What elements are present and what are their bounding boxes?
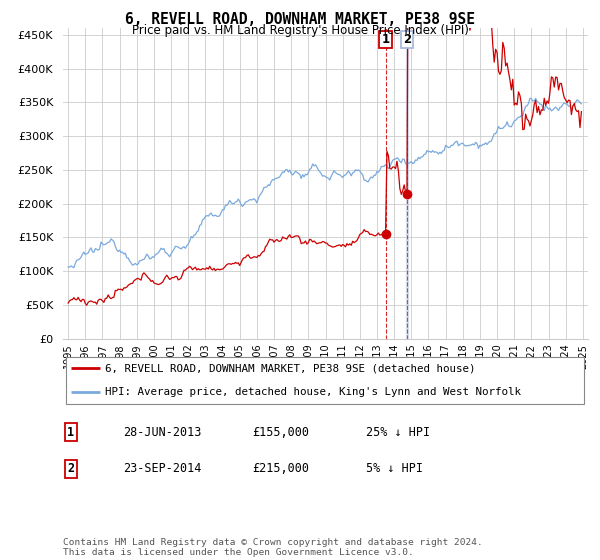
Text: 23-SEP-2014: 23-SEP-2014 (123, 462, 202, 475)
Text: 6, REVELL ROAD, DOWNHAM MARKET, PE38 9SE: 6, REVELL ROAD, DOWNHAM MARKET, PE38 9SE (125, 12, 475, 27)
Text: 5% ↓ HPI: 5% ↓ HPI (366, 462, 423, 475)
Text: 1: 1 (67, 426, 74, 439)
Text: 6, REVELL ROAD, DOWNHAM MARKET, PE38 9SE (detached house): 6, REVELL ROAD, DOWNHAM MARKET, PE38 9SE… (105, 363, 476, 374)
FancyBboxPatch shape (65, 357, 584, 404)
Text: 1: 1 (382, 33, 389, 46)
Text: £155,000: £155,000 (252, 426, 309, 439)
Text: 28-JUN-2013: 28-JUN-2013 (123, 426, 202, 439)
Text: £215,000: £215,000 (252, 462, 309, 475)
Text: 25% ↓ HPI: 25% ↓ HPI (366, 426, 430, 439)
Text: HPI: Average price, detached house, King's Lynn and West Norfolk: HPI: Average price, detached house, King… (105, 387, 521, 397)
Text: Contains HM Land Registry data © Crown copyright and database right 2024.
This d: Contains HM Land Registry data © Crown c… (63, 538, 483, 557)
Text: Price paid vs. HM Land Registry's House Price Index (HPI): Price paid vs. HM Land Registry's House … (131, 24, 469, 36)
Text: 2: 2 (403, 33, 411, 46)
Bar (406, 28, 407, 339)
Text: 2: 2 (67, 462, 74, 475)
